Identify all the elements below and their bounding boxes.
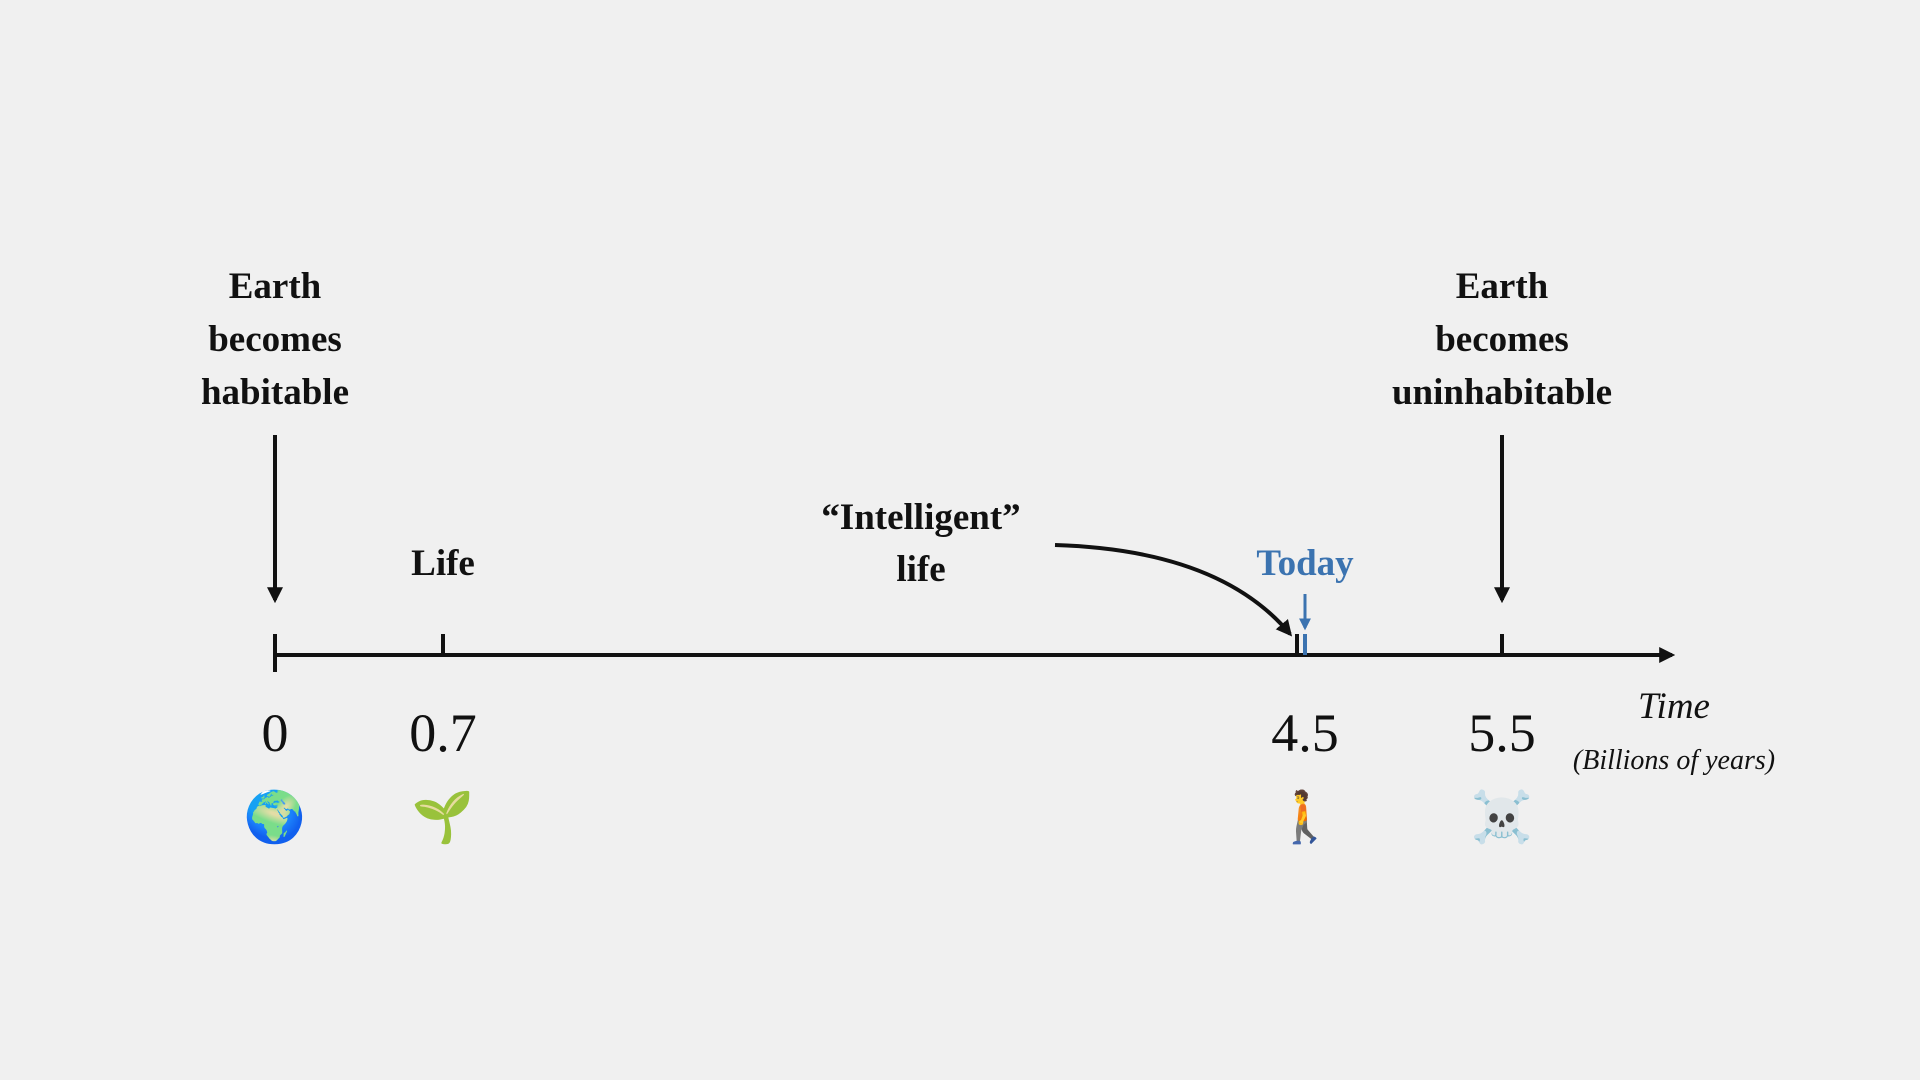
event-label: Earth (1456, 266, 1549, 307)
icon: 🌱 (412, 788, 474, 846)
tick-label: 0 (262, 703, 289, 763)
event-label: Life (411, 543, 475, 584)
icon: ☠️ (1471, 788, 1533, 846)
event-label: becomes (208, 319, 342, 360)
tick-label: 5.5 (1468, 703, 1536, 763)
event-label: uninhabitable (1392, 372, 1612, 413)
event-label: Earth (229, 266, 322, 307)
event-label: life (896, 549, 945, 590)
event-label: habitable (201, 372, 349, 413)
tick-label: 4.5 (1271, 703, 1339, 763)
tick-label: 0.7 (409, 703, 477, 763)
event-label: becomes (1435, 319, 1569, 360)
icon: 🚶 (1274, 788, 1336, 846)
axis-title: Time (1638, 686, 1710, 727)
event-label: “Intelligent” (821, 497, 1020, 538)
curved-arrow (1054, 543, 1293, 637)
axis-unit: (Billions of years) (1573, 745, 1775, 776)
icon: 🌍 (244, 788, 306, 846)
today-label: Today (1256, 543, 1354, 584)
